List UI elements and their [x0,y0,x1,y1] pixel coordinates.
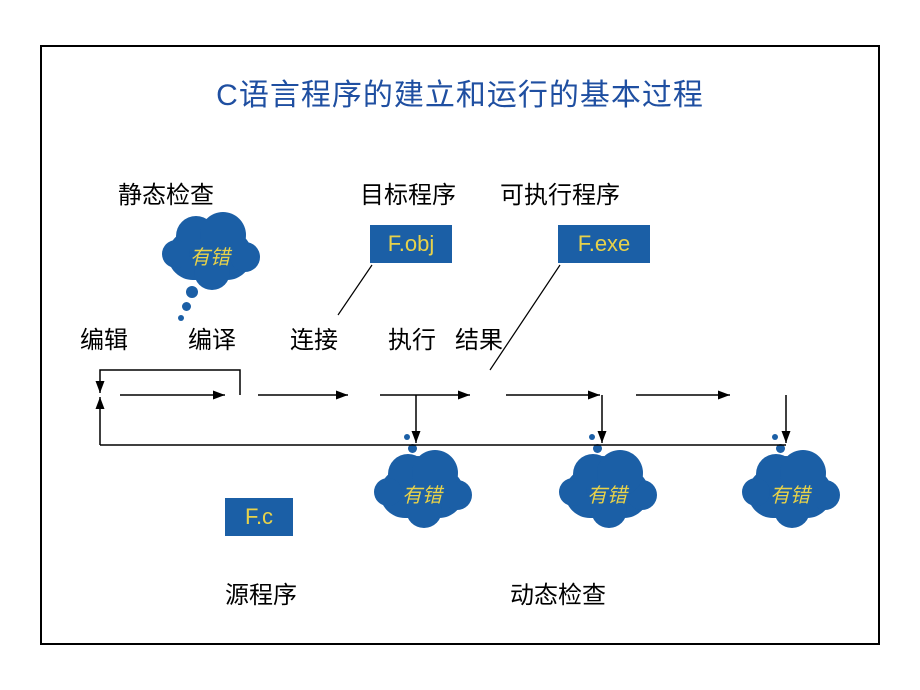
cloud-error-b2: 有错 [565,468,649,518]
label-compile: 编译 [188,320,236,355]
cloud-error-b3-text: 有错 [748,468,832,518]
box-f-exe: F.exe [558,225,650,263]
label-result: 结果 [455,320,503,355]
label-edit: 编辑 [80,320,128,355]
label-execute: 执行 [388,320,436,355]
cloud-error-b1: 有错 [380,468,464,518]
cloud-error-b2-text: 有错 [565,468,649,518]
label-executable-program: 可执行程序 [500,175,620,210]
label-dynamic-check: 动态检查 [510,575,606,610]
cloud-error-b1-text: 有错 [380,468,464,518]
label-source-program: 源程序 [225,575,297,610]
box-f-obj: F.obj [370,225,452,263]
label-static-check: 静态检查 [118,175,214,210]
label-link: 连接 [290,320,338,355]
cloud-error-b3: 有错 [748,468,832,518]
label-target-program: 目标程序 [360,175,456,210]
cloud-error-top-text: 有错 [168,230,252,280]
cloud-error-top: 有错 [168,230,252,280]
box-f-c: F.c [225,498,293,536]
